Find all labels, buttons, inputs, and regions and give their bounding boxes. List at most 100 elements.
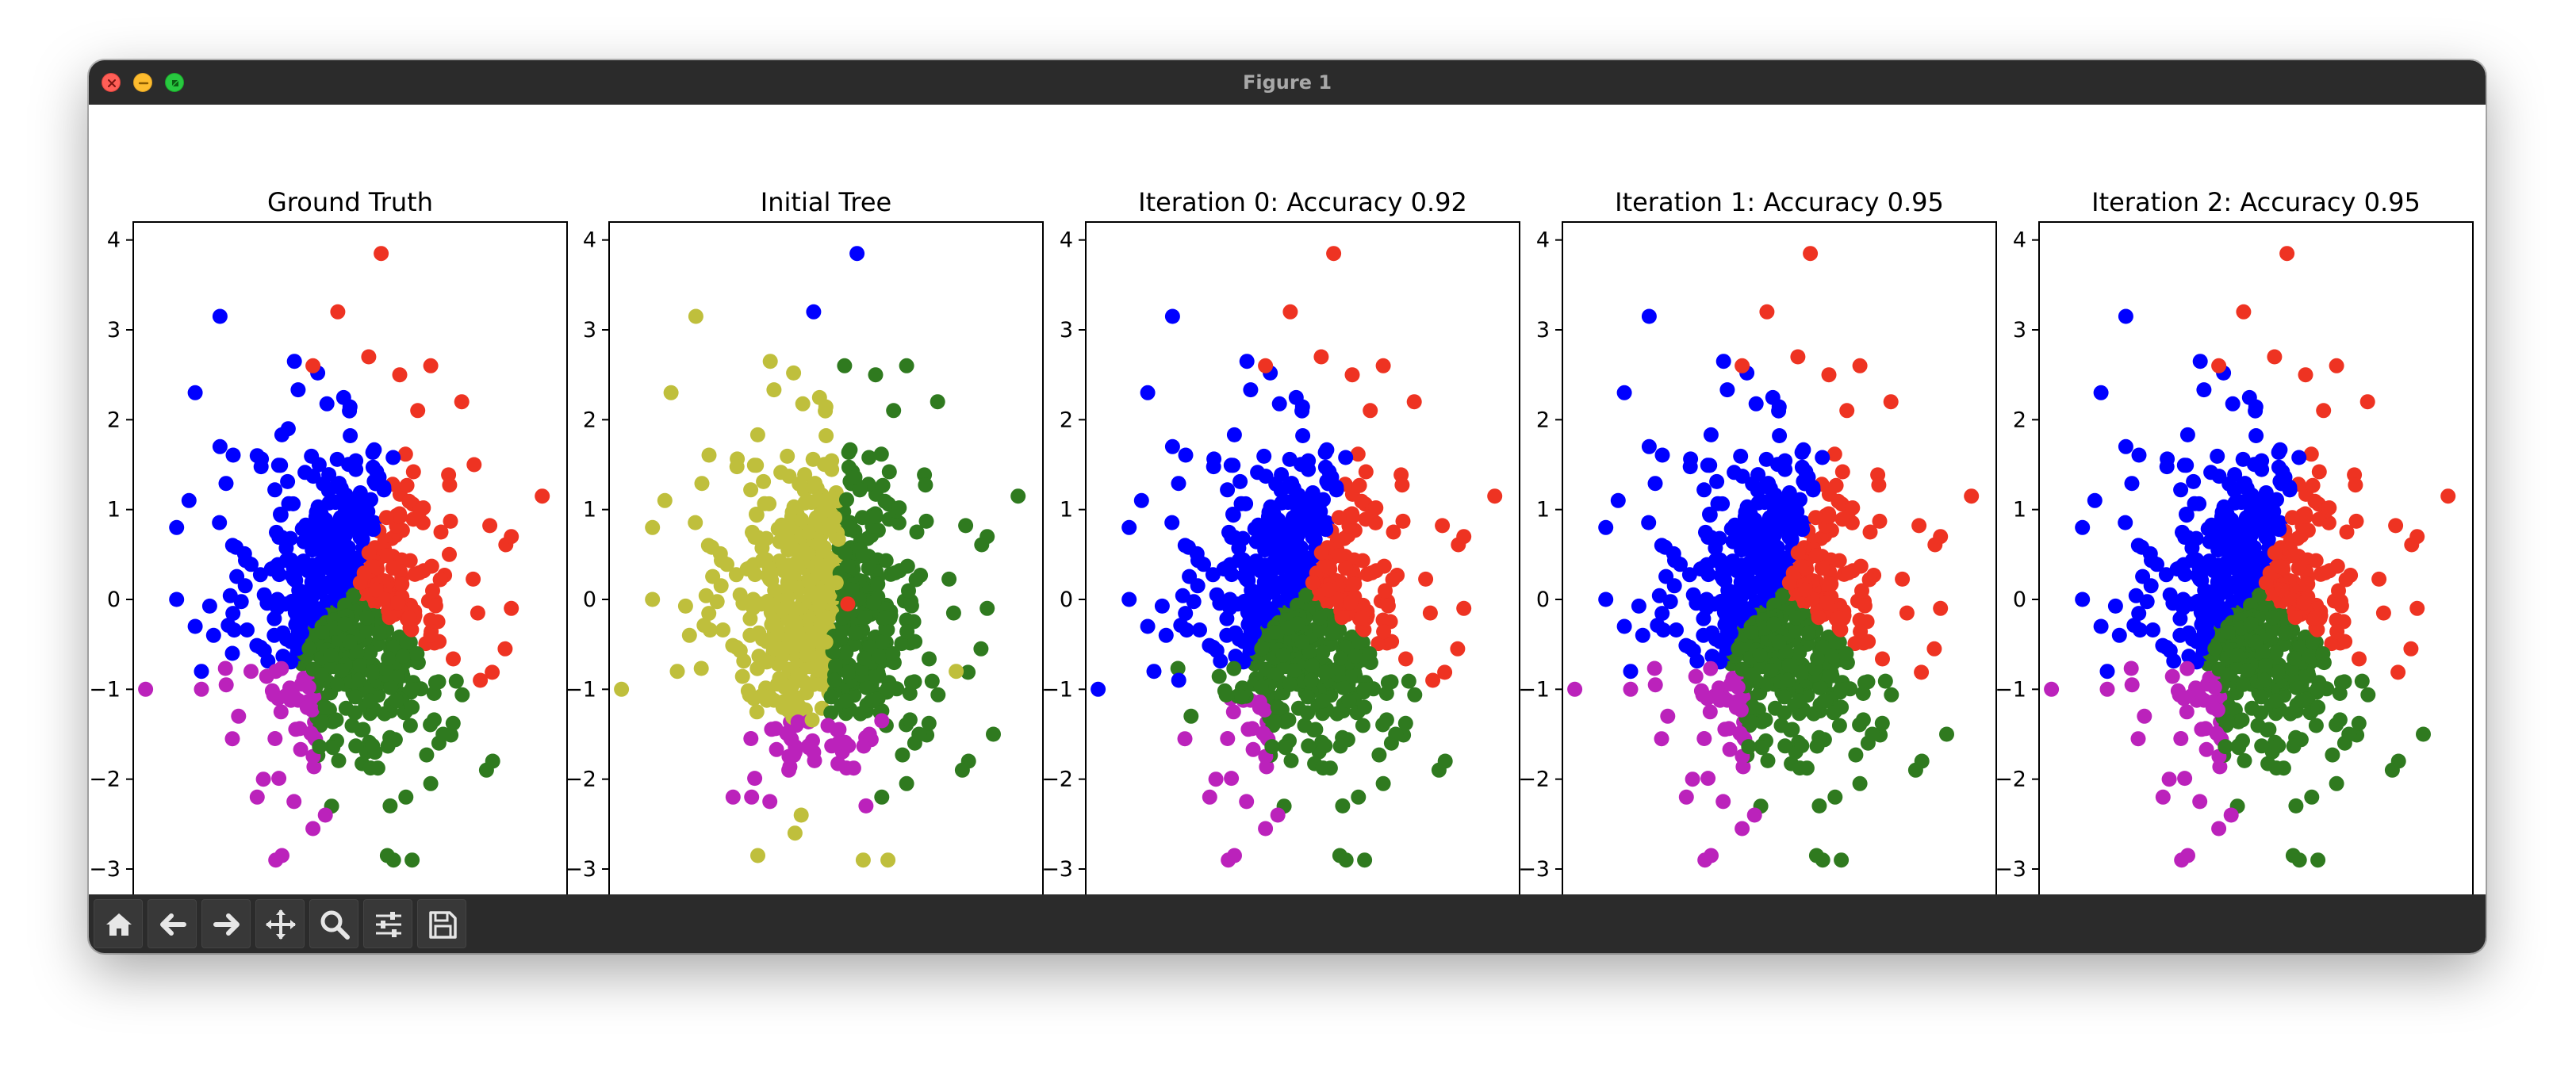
data-point xyxy=(847,469,863,485)
figure-canvas[interactable]: Ground Truth −2 0 2 −3 −2 −1 0 1 2 3 4 Initial Tree −… xyxy=(89,105,2486,933)
back-button[interactable] xyxy=(148,899,197,948)
y-tick-label: 4 xyxy=(2013,228,2026,253)
data-point xyxy=(359,622,375,637)
save-button[interactable] xyxy=(417,899,466,948)
subplot-title: Iteration 1: Accuracy 0.95 xyxy=(1615,187,1944,217)
data-point xyxy=(466,457,482,473)
data-point xyxy=(212,515,228,530)
data-point xyxy=(725,789,741,805)
data-point xyxy=(750,848,765,863)
data-point xyxy=(2177,771,2193,787)
forward-button[interactable] xyxy=(201,899,251,948)
data-point xyxy=(318,512,334,528)
data-point xyxy=(779,726,795,741)
minimize-button[interactable] xyxy=(133,73,152,92)
data-point xyxy=(838,693,854,709)
data-point xyxy=(1213,653,1229,669)
figure-window: Figure 1 Ground Truth −2 0 2 −3 −2 −1 0 1 2 3 4 Init… xyxy=(89,60,2486,953)
data-point xyxy=(2187,496,2202,511)
data-point xyxy=(1743,667,1758,683)
data-point xyxy=(2197,583,2213,598)
data-point xyxy=(866,595,882,611)
data-point xyxy=(404,622,420,637)
data-point xyxy=(1286,663,1302,678)
data-point xyxy=(2375,605,2391,621)
data-point xyxy=(749,660,765,676)
data-point xyxy=(243,664,259,680)
data-point xyxy=(305,542,320,558)
data-point xyxy=(677,598,693,614)
data-point xyxy=(1371,747,1387,763)
data-point xyxy=(2184,553,2200,569)
data-point xyxy=(835,610,851,626)
data-point xyxy=(416,500,431,515)
series-red xyxy=(2211,246,2456,657)
data-point xyxy=(473,672,489,688)
data-point xyxy=(2231,525,2247,541)
data-point xyxy=(1730,680,1746,695)
close-button[interactable] xyxy=(102,73,121,92)
data-point xyxy=(2298,367,2313,383)
y-tick-label: 3 xyxy=(1060,318,1073,343)
data-point xyxy=(2269,492,2284,507)
y-tick-label: −2 xyxy=(1041,768,1073,792)
data-point xyxy=(2253,495,2269,511)
data-point xyxy=(885,646,901,661)
data-point xyxy=(339,543,355,559)
data-point xyxy=(787,745,803,760)
title-bar[interactable]: Figure 1 xyxy=(89,60,2486,105)
data-point xyxy=(838,645,854,660)
data-point xyxy=(1146,664,1162,680)
data-point xyxy=(767,583,783,598)
data-point xyxy=(1827,789,1843,805)
data-point xyxy=(319,396,335,412)
data-point xyxy=(2296,669,2311,684)
data-point xyxy=(1848,747,1864,763)
data-point xyxy=(385,852,401,868)
data-point xyxy=(709,594,725,610)
data-point xyxy=(392,367,408,383)
data-point xyxy=(2260,531,2276,547)
data-point xyxy=(2310,622,2325,637)
zoom-button[interactable] xyxy=(309,899,358,948)
series-blue xyxy=(2075,308,2208,680)
pan-button[interactable] xyxy=(255,899,305,948)
data-point xyxy=(335,566,351,581)
data-point xyxy=(1821,509,1837,524)
data-point xyxy=(669,664,685,680)
data-point xyxy=(2351,715,2367,731)
data-point xyxy=(847,626,863,641)
data-point xyxy=(2307,610,2323,626)
data-point xyxy=(1264,739,1280,755)
y-tick-label: 4 xyxy=(583,228,596,253)
data-point xyxy=(1914,664,1930,680)
data-point xyxy=(728,567,744,583)
data-point xyxy=(855,852,871,868)
configure-subplots-button[interactable] xyxy=(363,899,412,948)
data-point xyxy=(960,664,976,680)
data-point xyxy=(894,636,910,652)
data-point xyxy=(1344,367,1360,383)
data-point xyxy=(2270,664,2286,680)
maximize-button[interactable] xyxy=(165,73,184,92)
home-button[interactable] xyxy=(94,899,143,948)
data-point xyxy=(1358,464,1374,480)
data-point xyxy=(1292,543,1307,559)
data-point xyxy=(780,448,795,464)
data-point xyxy=(1324,469,1340,485)
data-point xyxy=(351,510,366,526)
data-point xyxy=(194,681,209,697)
data-point xyxy=(1708,553,1723,569)
data-point xyxy=(1232,473,1248,489)
data-point xyxy=(922,651,937,667)
data-point xyxy=(891,500,907,515)
data-point xyxy=(875,477,891,493)
data-point xyxy=(2267,349,2283,365)
data-point xyxy=(1777,738,1793,754)
data-point xyxy=(837,545,853,561)
data-point xyxy=(294,625,309,641)
data-point xyxy=(2268,645,2284,660)
series-blue xyxy=(1598,308,1731,680)
point-cloud xyxy=(2107,365,2420,814)
data-point xyxy=(1450,641,1466,657)
